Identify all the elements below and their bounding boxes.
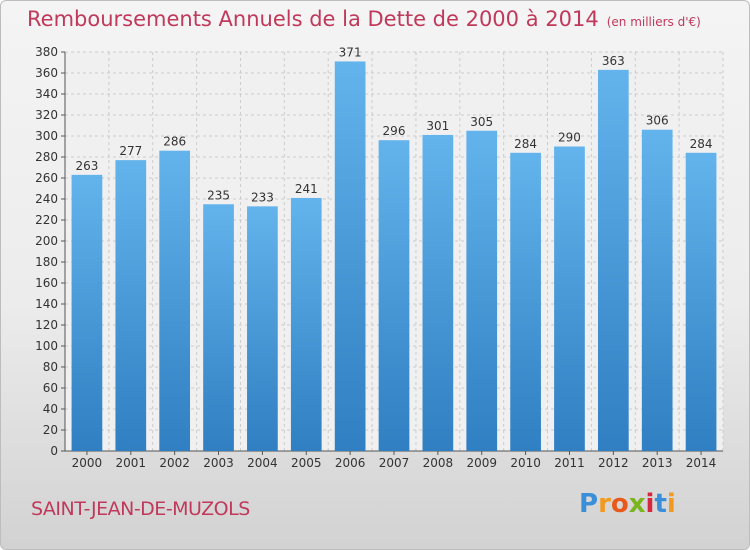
bar bbox=[290, 197, 322, 451]
city-name: SAINT-JEAN-DE-MUZOLS bbox=[31, 498, 250, 520]
x-tick-label: 2014 bbox=[686, 456, 717, 470]
chart-title: Remboursements Annuels de la Dette de 20… bbox=[27, 7, 701, 31]
y-tick-label: 200 bbox=[35, 234, 58, 248]
y-tick-label: 220 bbox=[35, 213, 58, 227]
y-tick-label: 80 bbox=[43, 360, 58, 374]
data-label: 306 bbox=[646, 114, 669, 128]
bar bbox=[422, 134, 454, 451]
data-label: 363 bbox=[602, 54, 625, 68]
logo-letter: r bbox=[598, 489, 611, 519]
bar bbox=[466, 130, 498, 451]
data-label: 371 bbox=[339, 45, 362, 59]
logo-letter: o bbox=[610, 489, 629, 519]
y-tick-label: 40 bbox=[43, 402, 58, 416]
bar bbox=[203, 204, 234, 451]
x-tick-label: 2001 bbox=[116, 456, 147, 470]
data-label: 301 bbox=[426, 119, 449, 133]
y-tick-label: 160 bbox=[35, 276, 58, 290]
chart-title-text: Remboursements Annuels de la Dette de 20… bbox=[27, 7, 599, 31]
data-label: 277 bbox=[119, 144, 142, 158]
bar bbox=[685, 152, 717, 452]
logo-letter: i bbox=[645, 489, 655, 519]
bar bbox=[334, 61, 366, 451]
chart-subtitle: (en milliers d'€) bbox=[606, 15, 701, 29]
y-tick-label: 380 bbox=[35, 45, 58, 59]
bar bbox=[554, 146, 585, 451]
data-label: 233 bbox=[251, 190, 274, 204]
bar bbox=[159, 150, 191, 451]
bar bbox=[247, 206, 278, 451]
y-tick-label: 240 bbox=[35, 192, 58, 206]
proxiti-logo: Proxiti bbox=[579, 489, 676, 519]
y-tick-label: 280 bbox=[35, 150, 58, 164]
logo-letter: P bbox=[579, 489, 599, 519]
y-tick-label: 120 bbox=[35, 318, 58, 332]
logo-letter: x bbox=[628, 489, 646, 519]
x-tick-label: 2009 bbox=[466, 456, 497, 470]
x-tick-label: 2003 bbox=[203, 456, 234, 470]
bar bbox=[115, 160, 147, 451]
bar bbox=[510, 152, 541, 452]
x-tick-label: 2005 bbox=[291, 456, 322, 470]
x-tick-label: 2013 bbox=[642, 456, 673, 470]
x-tick-label: 2010 bbox=[510, 456, 541, 470]
y-tick-label: 300 bbox=[35, 129, 58, 143]
x-tick-label: 2006 bbox=[335, 456, 366, 470]
data-label: 296 bbox=[383, 124, 406, 138]
data-label: 284 bbox=[514, 137, 537, 151]
bars bbox=[71, 61, 717, 452]
x-tick-label: 2012 bbox=[598, 456, 629, 470]
y-tick-label: 0 bbox=[50, 444, 58, 458]
x-tick-label: 2007 bbox=[379, 456, 410, 470]
y-tick-label: 180 bbox=[35, 255, 58, 269]
y-tick-label: 320 bbox=[35, 108, 58, 122]
labels: 0 20 40 60 80 100 120 140 160 180 200 220 240 260 280 3… bbox=[35, 45, 716, 470]
data-label: 286 bbox=[163, 135, 186, 149]
y-tick-label: 20 bbox=[43, 423, 58, 437]
y-tick-label: 360 bbox=[35, 66, 58, 80]
data-label: 305 bbox=[470, 115, 493, 129]
logo-letter: i bbox=[666, 489, 676, 519]
data-label: 241 bbox=[295, 182, 318, 196]
data-label: 290 bbox=[558, 131, 581, 145]
x-tick-label: 2004 bbox=[247, 456, 278, 470]
x-tick-label: 2000 bbox=[72, 456, 103, 470]
logo-letter: t bbox=[654, 489, 667, 519]
bar bbox=[641, 129, 673, 451]
bar bbox=[378, 140, 410, 451]
data-label: 263 bbox=[75, 159, 98, 173]
x-tick-label: 2002 bbox=[159, 456, 190, 470]
bar bbox=[597, 69, 629, 451]
data-label: 284 bbox=[690, 137, 713, 151]
y-tick-label: 140 bbox=[35, 297, 58, 311]
y-tick-label: 260 bbox=[35, 171, 58, 185]
x-tick-label: 2011 bbox=[554, 456, 585, 470]
y-tick-label: 100 bbox=[35, 339, 58, 353]
bar bbox=[71, 174, 103, 451]
y-tick-label: 340 bbox=[35, 87, 58, 101]
data-label: 235 bbox=[207, 188, 230, 202]
y-tick-label: 60 bbox=[43, 381, 58, 395]
x-tick-label: 2008 bbox=[423, 456, 454, 470]
